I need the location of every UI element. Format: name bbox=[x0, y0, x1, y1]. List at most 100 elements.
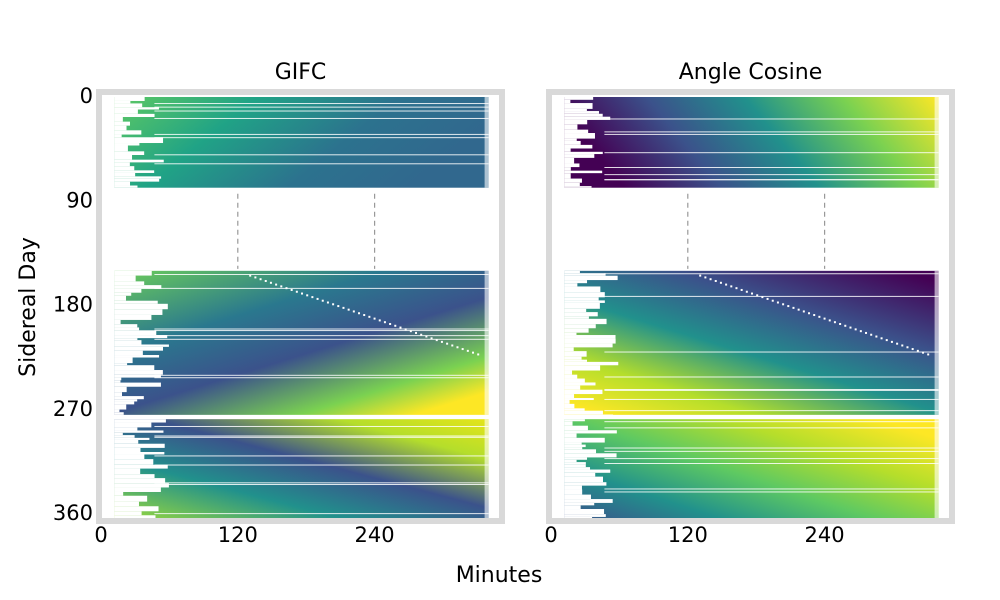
missing-data bbox=[564, 108, 587, 112]
missing-row bbox=[604, 421, 939, 423]
missing-row bbox=[154, 425, 489, 427]
missing-data bbox=[564, 347, 574, 352]
missing-row bbox=[604, 118, 939, 120]
dropout-dot bbox=[828, 319, 831, 322]
missing-data bbox=[114, 185, 138, 188]
dropout-dot bbox=[456, 346, 459, 349]
missing-data bbox=[114, 382, 161, 387]
dropout-dot bbox=[823, 317, 826, 320]
missing-row bbox=[154, 435, 489, 437]
missing-data bbox=[564, 124, 578, 130]
dropout-dot bbox=[730, 285, 733, 288]
dropout-dot bbox=[751, 292, 754, 295]
dropout-dot bbox=[797, 308, 800, 311]
dropout-dot bbox=[709, 278, 712, 281]
missing-data bbox=[564, 297, 599, 301]
missing-data bbox=[934, 270, 939, 415]
dropout-dot bbox=[420, 333, 423, 336]
dropout-dot bbox=[285, 287, 288, 290]
dropout-dot bbox=[885, 339, 888, 342]
missing-row bbox=[154, 513, 489, 515]
missing-data bbox=[564, 113, 603, 117]
heatmap-block bbox=[114, 270, 489, 415]
missing-row bbox=[154, 482, 489, 484]
missing-data bbox=[564, 154, 595, 158]
dropout-dot bbox=[922, 351, 925, 354]
missing-data bbox=[114, 113, 155, 118]
dropout-dot bbox=[849, 326, 852, 329]
missing-data bbox=[114, 300, 158, 304]
x-tick-label: 120 bbox=[218, 523, 258, 547]
heatmap-block bbox=[114, 97, 489, 188]
missing-data bbox=[484, 270, 489, 415]
dropout-dot bbox=[352, 310, 355, 313]
missing-row bbox=[154, 455, 489, 457]
missing-data bbox=[114, 151, 145, 156]
dropout-dot bbox=[859, 330, 862, 333]
missing-data bbox=[114, 319, 121, 325]
missing-data bbox=[564, 356, 582, 360]
missing-data bbox=[564, 447, 583, 450]
missing-data bbox=[114, 100, 131, 104]
missing-data bbox=[564, 157, 575, 164]
missing-data bbox=[114, 270, 152, 276]
missing-row bbox=[154, 163, 489, 165]
missing-data bbox=[564, 324, 596, 329]
y-tick-label: 270 bbox=[53, 397, 93, 421]
dropout-dot bbox=[446, 342, 449, 345]
missing-data bbox=[114, 181, 131, 186]
dropout-dot bbox=[776, 301, 779, 304]
missing-data bbox=[114, 125, 127, 131]
dropout-dot bbox=[264, 280, 267, 283]
dropout-dot bbox=[813, 314, 816, 317]
missing-row bbox=[154, 154, 489, 156]
missing-row bbox=[154, 137, 489, 139]
dropout-dot bbox=[259, 278, 262, 281]
missing-data bbox=[114, 435, 135, 438]
missing-data bbox=[564, 516, 593, 518]
missing-data bbox=[564, 430, 617, 434]
missing-data bbox=[564, 408, 585, 411]
dropout-dot bbox=[854, 328, 857, 331]
dropout-dot bbox=[394, 324, 397, 327]
missing-data bbox=[564, 442, 582, 445]
missing-data bbox=[564, 280, 588, 284]
missing-data bbox=[934, 97, 939, 188]
missing-data bbox=[114, 327, 140, 331]
y-tick-label: 0 bbox=[80, 84, 93, 108]
missing-row bbox=[604, 166, 939, 168]
missing-data bbox=[114, 419, 166, 423]
missing-data bbox=[564, 316, 589, 319]
dropout-dot bbox=[782, 303, 785, 306]
missing-data bbox=[564, 133, 595, 139]
dropout-dot bbox=[461, 348, 464, 351]
x-axis-label: Minutes bbox=[456, 563, 543, 588]
dropout-dot bbox=[771, 299, 774, 302]
missing-data bbox=[114, 386, 127, 393]
missing-data bbox=[564, 425, 588, 431]
dropout-dot bbox=[808, 312, 811, 315]
dropout-dot bbox=[249, 274, 252, 277]
dropout-dot bbox=[358, 312, 361, 315]
missing-data bbox=[114, 370, 163, 375]
missing-data bbox=[114, 404, 127, 410]
missing-data bbox=[114, 330, 157, 336]
missing-row bbox=[154, 106, 489, 108]
missing-data bbox=[114, 143, 140, 146]
missing-row bbox=[154, 110, 489, 112]
dropout-dot bbox=[451, 344, 454, 347]
dropout-dot bbox=[833, 321, 836, 324]
dropout-dot bbox=[890, 340, 893, 343]
missing-data bbox=[564, 182, 580, 187]
missing-data bbox=[114, 346, 164, 351]
missing-data bbox=[564, 144, 593, 149]
missing-data bbox=[114, 97, 145, 101]
dropout-dot bbox=[880, 337, 883, 340]
missing-data bbox=[114, 399, 138, 402]
missing-data bbox=[564, 385, 581, 390]
x-tick-label: 240 bbox=[805, 523, 845, 547]
missing-data bbox=[114, 344, 169, 347]
dropout-dot bbox=[916, 349, 919, 352]
y-tick-label: 360 bbox=[53, 501, 93, 525]
heatmap-block bbox=[564, 270, 939, 415]
